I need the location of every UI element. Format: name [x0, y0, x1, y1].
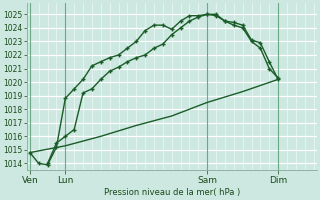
X-axis label: Pression niveau de la mer( hPa ): Pression niveau de la mer( hPa ) — [104, 188, 240, 197]
